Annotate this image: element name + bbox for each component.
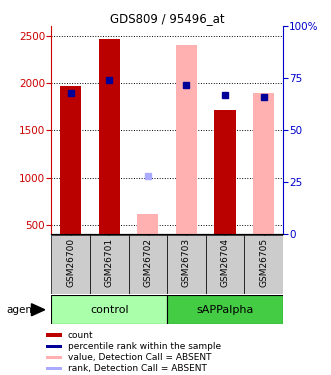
Text: agent: agent	[7, 305, 37, 315]
Bar	[128, 235, 167, 294]
Bar	[206, 235, 244, 294]
Text: value, Detection Call = ABSENT: value, Detection Call = ABSENT	[68, 353, 211, 362]
Text: GSM26700: GSM26700	[66, 238, 75, 287]
Bar	[167, 295, 283, 324]
Bar	[167, 235, 206, 294]
Bar	[214, 110, 236, 234]
Text: count: count	[68, 331, 93, 340]
Text: GSM26703: GSM26703	[182, 238, 191, 287]
Bar	[176, 45, 197, 234]
Bar	[90, 235, 128, 294]
Bar	[60, 86, 81, 234]
Text: GSM26704: GSM26704	[220, 238, 230, 287]
Text: GSM26702: GSM26702	[143, 238, 152, 287]
Bar	[244, 235, 283, 294]
Text: GSM26705: GSM26705	[259, 238, 268, 287]
Text: GSM26701: GSM26701	[105, 238, 114, 287]
Text: sAPPalpha: sAPPalpha	[196, 305, 254, 315]
Bar	[51, 295, 167, 324]
Bar	[46, 356, 62, 359]
Bar	[253, 93, 274, 234]
Polygon shape	[31, 304, 45, 316]
Title: GDS809 / 95496_at: GDS809 / 95496_at	[110, 12, 224, 25]
Bar	[46, 345, 62, 348]
Bar	[99, 39, 120, 234]
Bar	[46, 367, 62, 370]
Bar	[46, 333, 62, 337]
Text: percentile rank within the sample: percentile rank within the sample	[68, 342, 221, 351]
Text: rank, Detection Call = ABSENT: rank, Detection Call = ABSENT	[68, 364, 207, 373]
Bar	[137, 214, 159, 234]
Text: control: control	[90, 305, 128, 315]
Bar	[51, 235, 90, 294]
